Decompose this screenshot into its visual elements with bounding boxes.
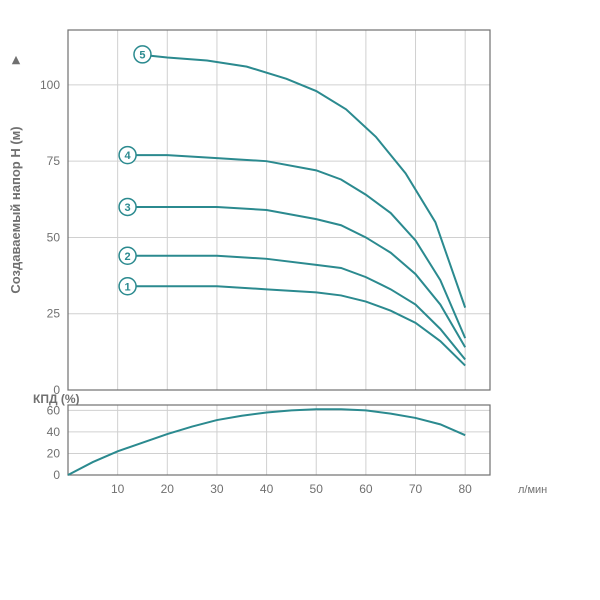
svg-text:40: 40 — [260, 482, 274, 496]
pump-chart: 025507510012345Создаваемый напор H (м)►0… — [0, 0, 600, 600]
curve-4 — [123, 155, 466, 338]
svg-text:20: 20 — [161, 482, 175, 496]
svg-text:4: 4 — [125, 150, 132, 162]
svg-text:1: 1 — [125, 281, 131, 293]
svg-text:►: ► — [7, 53, 23, 67]
svg-text:80: 80 — [458, 482, 472, 496]
svg-text:25: 25 — [47, 307, 61, 321]
svg-text:40: 40 — [47, 425, 61, 439]
svg-text:60: 60 — [359, 482, 373, 496]
svg-text:70: 70 — [409, 482, 423, 496]
svg-text:30: 30 — [210, 482, 224, 496]
curve-1 — [123, 286, 466, 365]
svg-text:л/мин: л/мин — [518, 484, 547, 496]
svg-text:5: 5 — [139, 49, 145, 61]
svg-text:2: 2 — [125, 251, 131, 263]
svg-text:75: 75 — [47, 154, 61, 168]
svg-text:100: 100 — [40, 78, 60, 92]
svg-text:0: 0 — [53, 468, 60, 482]
svg-text:50: 50 — [310, 482, 324, 496]
svg-text:КПД (%): КПД (%) — [33, 392, 80, 406]
svg-text:50: 50 — [47, 230, 61, 244]
svg-text:10: 10 — [111, 482, 125, 496]
svg-text:20: 20 — [47, 446, 61, 460]
svg-text:Создаваемый напор H (м): Создаваемый напор H (м) — [8, 126, 23, 293]
chart-container: 025507510012345Создаваемый напор H (м)►0… — [0, 0, 600, 600]
svg-text:3: 3 — [125, 202, 131, 214]
curve-3 — [123, 207, 466, 347]
